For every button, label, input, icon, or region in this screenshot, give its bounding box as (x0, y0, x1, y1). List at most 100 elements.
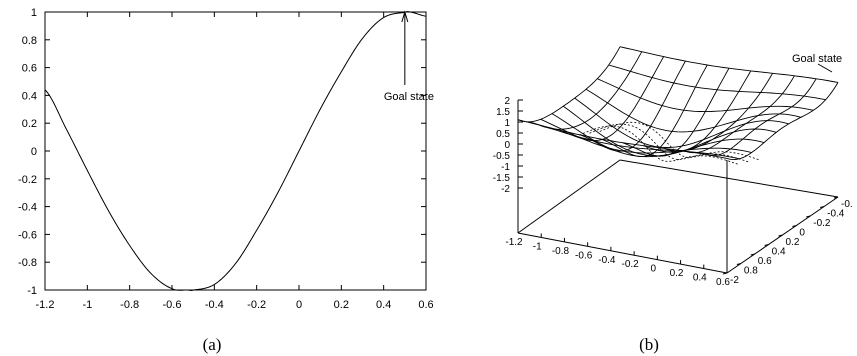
chart-b-base-back-x (517, 159, 621, 234)
surface-line-y (608, 64, 826, 101)
x-tick-label: -0.8 (120, 299, 139, 311)
y3-tick-mark (722, 272, 728, 275)
x3-tick-label: -0.6 (575, 250, 593, 261)
y-tick-label: -1 (27, 285, 37, 297)
y3-tick-label: 0 (799, 228, 805, 239)
z-tick-label: -1.5 (493, 173, 511, 184)
x-tick-label: -1.2 (36, 299, 55, 311)
y3-tick-mark (792, 225, 797, 227)
z-tick-label: -1 (501, 162, 510, 173)
surface-line-y (574, 97, 789, 148)
y-tick-label: 0.2 (22, 118, 37, 130)
caption-b: (b) (639, 335, 659, 354)
y3-tick-label: -2 (730, 275, 739, 286)
caption-a: (a) (203, 335, 222, 354)
surface-line-x (538, 51, 643, 130)
x3-tick-label: -0.8 (552, 246, 570, 257)
surface-line-y (563, 105, 777, 157)
chart-b-y-ticks: -0.-0.4-0.2 00.20.40.60.8 -2 (722, 196, 853, 286)
y3-tick-label: 0.8 (744, 266, 758, 277)
chart-a-frame (44, 11, 427, 291)
x3-tick-label: 0 (651, 264, 657, 275)
y3-tick-label: 0.4 (772, 247, 786, 258)
surface-line-y (597, 78, 814, 113)
y3-tick-mark (778, 234, 783, 237)
x-tick-label: -0.2 (247, 299, 266, 311)
surface-line-x (517, 46, 621, 123)
chart-a-y-axis: 1 0.8 0.6 0.4 0.2 0 -0.2 -0.4 -0.6 -0.8 -1 (18, 7, 426, 297)
y3-tick-mark (806, 215, 811, 218)
x-tick-label: 0.2 (334, 299, 349, 311)
chart-b-surface (517, 46, 839, 161)
x-tick-label: 0 (296, 299, 302, 311)
surface-line-x (643, 70, 752, 153)
y3-tick-label: -0.4 (827, 209, 845, 220)
z-tick-label: 1 (504, 118, 510, 129)
x-tick-label: 0.4 (376, 299, 391, 311)
x3-tick-label: 0.4 (693, 273, 707, 284)
y3-tick-label: 0.2 (786, 237, 800, 248)
surface-line-x (685, 75, 795, 154)
y3-tick-mark (820, 206, 825, 208)
z-tick-label: 2 (504, 96, 510, 107)
surface-line-y (585, 88, 802, 133)
goal-state-arrowhead (401, 10, 409, 23)
x3-tick-label: -1 (533, 241, 542, 252)
y-tick-label: 0.4 (22, 90, 37, 102)
y-tick-label: 0.6 (22, 63, 37, 75)
surface-line-x (726, 82, 839, 161)
y3-tick-mark (736, 263, 741, 265)
z-tick-label: 1.5 (496, 107, 510, 118)
chart-b-base-back-y (619, 159, 839, 198)
y-tick-label: 1 (31, 7, 37, 19)
x3-tick-label: 0.6 (716, 277, 730, 288)
contour-line (599, 121, 761, 161)
contour-line (579, 125, 739, 165)
y-tick-label: 0 (31, 146, 37, 158)
x-tick-label: -0.6 (163, 299, 182, 311)
surface-line-y (529, 121, 740, 160)
z-tick-label: 0 (504, 140, 510, 151)
y-tick-label: -0.8 (18, 257, 37, 269)
surface-line-x (580, 60, 686, 152)
z-tick-label: -2 (501, 184, 510, 195)
y-tick-label: 0.8 (22, 35, 37, 47)
y3-tick-mark (764, 244, 769, 246)
x-tick-label: -1 (82, 299, 92, 311)
x3-tick-label: -0.4 (598, 255, 616, 266)
surface-line-x (601, 64, 708, 158)
goal-state-pointer-b (817, 63, 833, 73)
goal-state-label-b: Goal state (792, 53, 842, 65)
x-tick-label: -0.4 (205, 299, 224, 311)
y-tick-label: -0.4 (18, 202, 37, 214)
x3-tick-label: -1.2 (505, 237, 523, 248)
goal-state-label: Goal state (384, 91, 434, 103)
y-tick-label: -0.2 (18, 174, 37, 186)
y3-tick-mark (833, 196, 839, 199)
x3-tick-label: 0.2 (670, 268, 684, 279)
surface-line-x (705, 78, 817, 157)
chart-b-base-front-x (517, 232, 728, 274)
y3-tick-label: 0.6 (758, 256, 772, 267)
surface-line-x (664, 73, 773, 152)
chart-a: 10.80.60.40.20-0.2-0.4-0.6-0.8-1 -1.2 -1-… (18, 7, 434, 311)
surface-line-y (619, 46, 839, 83)
y3-tick-label: -0. (841, 199, 853, 210)
x-tick-label: 0.6 (418, 299, 433, 311)
y3-tick-mark (750, 253, 755, 256)
contour-line (589, 123, 750, 163)
surface-line-x (559, 56, 664, 142)
y3-tick-label: -0.2 (813, 218, 831, 229)
z-tick-label: -0.5 (493, 151, 511, 162)
chart-a-series-line (44, 11, 427, 291)
z-tick-label: 0.5 (496, 129, 510, 140)
chart-b-contour (579, 121, 761, 165)
chart-a-x-axis: -1.2 -1 -0.8 -0.6 -0.4 -0.2 0 0.2 0.4 0.6 (36, 12, 434, 311)
y-tick-label: -0.6 (18, 229, 37, 241)
chart-b: 21.510.50-0.5-1-1.5-2 -1.2 -1 -0.8 -0.6 -0.4… (493, 46, 853, 288)
chart-b-z-ticks: 21.510.50-0.5-1-1.5-2 (493, 96, 523, 195)
chart-b-x-ticks: -1.2 -1 -0.8 -0.6 -0.4 -0.2 0 0.2 0.4 0.6 (505, 229, 730, 288)
surface-line-y (540, 118, 752, 154)
x3-tick-label: -0.2 (621, 259, 639, 270)
